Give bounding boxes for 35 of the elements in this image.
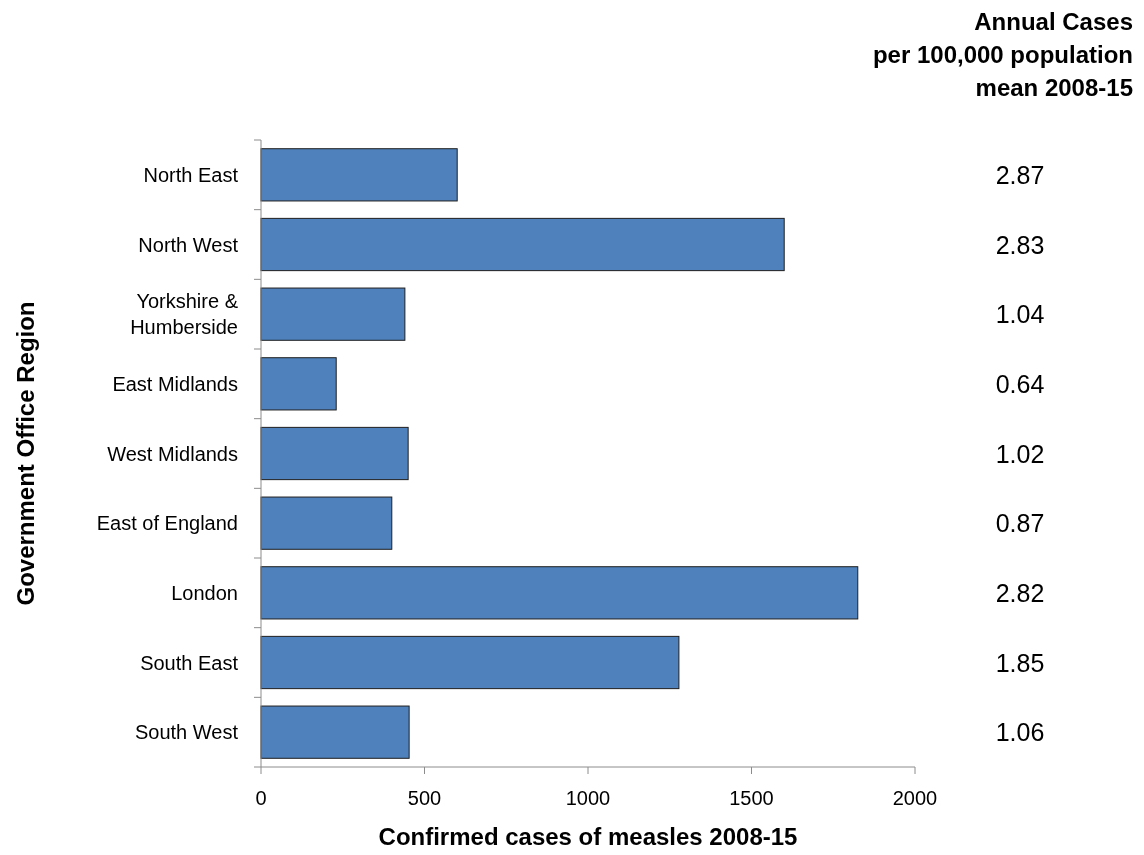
bar xyxy=(260,496,393,550)
y-axis-title: Government Office Region xyxy=(12,301,39,606)
y-tick-label: Yorkshire & Humberside xyxy=(130,290,239,339)
x-axis-title: Confirmed cases of measles 2008-15 xyxy=(378,823,798,850)
text: Annual Cases per 100,000 population mean 2008-15 xyxy=(872,8,1133,101)
bar xyxy=(260,217,785,272)
text: 2.83 xyxy=(995,230,1045,259)
y-tick-label: East Midlands xyxy=(112,372,238,395)
bar xyxy=(260,705,410,759)
y-tick-label: London xyxy=(171,581,238,604)
y-tick-label: South West xyxy=(134,721,239,744)
x-tick-label: 2000 xyxy=(892,787,938,809)
bar xyxy=(260,148,458,202)
x-tick-label: 0 xyxy=(255,787,267,809)
bar xyxy=(260,566,859,620)
text: 1.02 xyxy=(995,439,1045,468)
x-tick-label: 1000 xyxy=(565,787,611,809)
text: 0.64 xyxy=(995,369,1045,398)
text: 2.87 xyxy=(995,160,1045,189)
bar xyxy=(260,426,409,481)
y-tick-label: South East xyxy=(140,651,239,674)
x-tick-label: 500 xyxy=(407,787,442,809)
text: 2.82 xyxy=(995,578,1045,607)
y-tick-label: North West xyxy=(138,233,239,256)
bar xyxy=(260,287,406,341)
y-tick-label: East of England xyxy=(96,512,238,535)
text: 1.04 xyxy=(995,300,1045,329)
x-tick-label: 1500 xyxy=(729,787,774,809)
text: 1.06 xyxy=(995,718,1045,747)
bar xyxy=(260,357,337,411)
text: 0.87 xyxy=(995,509,1045,538)
y-tick-label: West Midlands xyxy=(107,442,238,465)
bar xyxy=(260,635,680,690)
y-tick-label: North East xyxy=(143,163,239,186)
text: 1.85 xyxy=(995,648,1045,677)
